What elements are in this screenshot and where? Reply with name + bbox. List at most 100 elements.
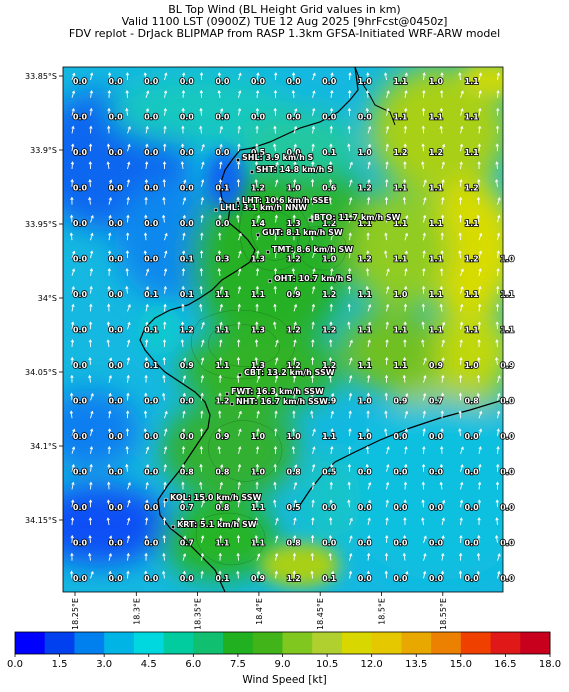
wind-arrow <box>127 197 129 205</box>
wind-arrow <box>238 233 242 241</box>
grid-value: 0.0 <box>393 468 408 477</box>
wind-arrow-head <box>255 107 260 112</box>
wind-arrow-head <box>312 268 316 272</box>
wind-arrow <box>201 340 204 348</box>
grid-value: 0.1 <box>322 574 337 583</box>
wind-arrow-head <box>330 214 335 219</box>
wind-arrow <box>293 108 297 116</box>
wind-arrow-head <box>183 535 187 539</box>
grid-value: 0.0 <box>322 77 337 86</box>
wind-arrow-head <box>349 161 353 165</box>
wind-arrow <box>366 464 369 472</box>
wind-arrow <box>70 411 73 419</box>
wind-arrow <box>127 215 129 223</box>
wind-arrow-head <box>69 570 74 574</box>
wind-arrow <box>349 518 353 526</box>
station-label: SHT: 14.8 km/h S <box>256 165 333 174</box>
wind-arrow-head <box>294 286 298 290</box>
wind-arrow-head <box>477 481 482 485</box>
wind-arrow-head <box>460 481 464 486</box>
wind-arrow-head <box>311 517 315 521</box>
wind-arrow <box>164 464 167 472</box>
grid-value: 0.0 <box>180 397 195 406</box>
wind-arrow-head <box>200 552 205 557</box>
wind-arrow-head <box>421 303 425 307</box>
wind-arrow-head <box>495 125 500 129</box>
wind-arrow-head <box>180 143 185 147</box>
grid-value: 0.9 <box>287 290 302 299</box>
wind-arrow-head <box>421 143 425 147</box>
wind-arrow-head <box>385 161 389 165</box>
grid-value: 0.9 <box>322 397 337 406</box>
grid-value: 0.0 <box>358 468 373 477</box>
wind-arrow-head <box>348 445 352 450</box>
wind-arrow-head <box>125 428 130 432</box>
wind-arrow <box>460 535 462 543</box>
grid-value: 1.0 <box>251 468 266 477</box>
wind-arrow-head <box>89 90 94 94</box>
wind-arrow-head <box>330 232 334 236</box>
grid-value: 0.0 <box>215 148 230 157</box>
wind-arrow <box>366 268 369 276</box>
wind-arrow <box>219 482 223 490</box>
wind-arrow <box>330 429 333 437</box>
wind-arrow-head <box>273 125 277 129</box>
wind-arrow <box>404 393 408 401</box>
wind-arrow <box>219 500 222 508</box>
wind-arrow-head <box>404 428 408 432</box>
wind-arrow <box>182 251 185 259</box>
latitude-axis: 33.85°S 33.9°S 33.95°S 34°S 34.05°S 34.1°S 34.… <box>25 72 63 525</box>
wind-arrow-head <box>217 446 221 450</box>
wind-arrow-head <box>458 214 463 218</box>
wind-arrow-head <box>404 285 408 290</box>
wind-arrow-head <box>348 72 352 76</box>
wind-arrow-head <box>312 446 316 450</box>
wind-arrow-head <box>477 356 481 361</box>
wind-arrow <box>386 482 389 490</box>
wind-arrow <box>460 144 463 152</box>
wind-arrow-head <box>181 445 186 450</box>
grid-value: 0.0 <box>109 574 124 583</box>
grid-value: 0.0 <box>73 326 88 335</box>
colorbar-tick-label: 4.5 <box>141 659 157 670</box>
wind-arrow-head <box>88 143 93 147</box>
grid-value: 0.0 <box>500 432 515 441</box>
wind-arrow-head <box>273 285 277 290</box>
wind-arrow-head <box>293 143 297 147</box>
wind-arrow-head <box>88 499 93 503</box>
grid-value: 0.7 <box>180 503 194 512</box>
wind-arrow <box>90 215 94 223</box>
grid-value: 1.1 <box>465 113 480 122</box>
wind-arrow <box>292 268 295 276</box>
wind-arrow <box>330 90 333 98</box>
wind-arrow <box>238 108 241 116</box>
wind-arrow <box>256 215 260 223</box>
wind-arrow-head <box>236 356 241 361</box>
wind-arrow <box>422 518 424 526</box>
wind-arrow-head <box>145 125 149 130</box>
wind-arrow-head <box>163 90 168 94</box>
wind-arrow-head <box>256 410 260 414</box>
wind-arrow-head <box>386 268 390 272</box>
wind-arrow <box>201 144 205 152</box>
grid-value: 1.1 <box>429 184 444 193</box>
wind-arrow <box>367 535 370 543</box>
wind-arrow <box>330 108 333 116</box>
wind-arrow-head <box>126 196 130 201</box>
grid-value: 1.2 <box>465 255 479 264</box>
wind-arrow-head <box>423 553 427 557</box>
wind-arrow-head <box>440 267 444 272</box>
lat-label: 34°S <box>38 294 57 303</box>
grid-value: 1.0 <box>358 148 373 157</box>
wind-arrow-head <box>256 428 260 432</box>
grid-value: 1.3 <box>287 219 301 228</box>
wind-arrow <box>349 393 352 401</box>
wind-arrow <box>386 339 388 348</box>
wind-arrow-head <box>405 571 409 575</box>
wind-arrow-head <box>366 232 370 236</box>
wind-arrow <box>366 286 369 294</box>
grid-value: 1.1 <box>358 361 373 370</box>
station-marker <box>255 232 261 238</box>
wind-arrow <box>182 90 185 98</box>
wind-arrow-head <box>439 481 443 485</box>
